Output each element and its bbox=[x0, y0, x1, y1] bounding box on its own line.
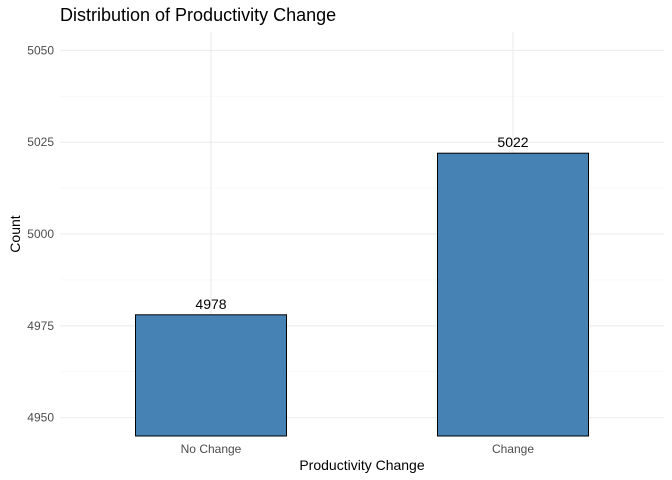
y-axis-title: Count bbox=[7, 215, 23, 252]
data-label: 4978 bbox=[195, 296, 226, 312]
y-tick-label: 4975 bbox=[27, 319, 54, 333]
y-tick-label: 5050 bbox=[27, 43, 54, 57]
bar-no-change bbox=[135, 314, 287, 437]
x-axis-title: Productivity Change bbox=[299, 457, 425, 473]
chart-title: Distribution of Productivity Change bbox=[60, 5, 337, 25]
y-tick-label: 5000 bbox=[27, 227, 54, 241]
x-tick-label: No Change bbox=[181, 442, 242, 456]
ticks-layer: 4950 4975 5000 5025 5050 No Change Change bbox=[27, 43, 534, 456]
labels-layer: 4978 5022 bbox=[195, 134, 528, 312]
y-tick-label: 4950 bbox=[27, 411, 54, 425]
bar-change bbox=[437, 152, 589, 437]
x-tick-label: Change bbox=[492, 442, 534, 456]
bars-layer bbox=[135, 152, 589, 437]
data-label: 5022 bbox=[497, 134, 528, 150]
y-tick-label: 5025 bbox=[27, 135, 54, 149]
